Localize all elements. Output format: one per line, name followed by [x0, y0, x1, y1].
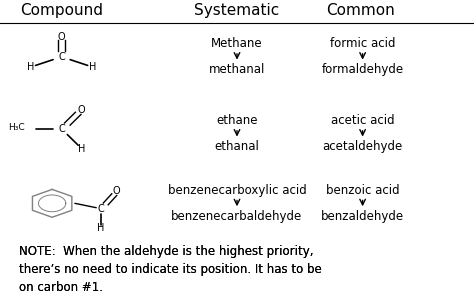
Text: H: H	[27, 62, 35, 72]
Text: NOTE:  When the aldehyde is the highest priority,
there’s no need to indicate it: NOTE: When the aldehyde is the highest p…	[19, 245, 322, 295]
Text: Methane: Methane	[211, 37, 263, 50]
Text: formic acid: formic acid	[330, 37, 395, 50]
Text: C: C	[58, 124, 65, 134]
Text: H: H	[78, 144, 86, 154]
Text: NOTE:  When the aldehyde is the highest priority,
there’s no need to indicate it: NOTE: When the aldehyde is the highest p…	[19, 245, 322, 295]
Text: Compound: Compound	[20, 2, 103, 18]
Text: benzenecarbaldehyde: benzenecarbaldehyde	[172, 210, 302, 223]
Text: Systematic: Systematic	[194, 2, 280, 18]
Text: O: O	[78, 105, 85, 115]
Text: benzaldehyde: benzaldehyde	[321, 210, 404, 223]
Text: formaldehyde: formaldehyde	[321, 63, 404, 76]
Text: benzenecarboxylic acid: benzenecarboxylic acid	[168, 184, 306, 197]
Text: ethanal: ethanal	[215, 140, 259, 153]
Text: O: O	[58, 32, 65, 42]
Text: H: H	[89, 62, 96, 72]
Text: H: H	[97, 223, 105, 233]
Text: methanal: methanal	[209, 63, 265, 76]
Text: ethane: ethane	[216, 114, 258, 127]
Text: benzoic acid: benzoic acid	[326, 184, 400, 197]
Text: Common: Common	[326, 2, 395, 18]
Text: C: C	[58, 52, 65, 62]
Text: C: C	[98, 204, 104, 214]
Text: acetic acid: acetic acid	[331, 114, 394, 127]
Text: acetaldehyde: acetaldehyde	[322, 140, 403, 153]
Text: O: O	[113, 186, 120, 196]
Text: H₃C: H₃C	[8, 123, 25, 132]
